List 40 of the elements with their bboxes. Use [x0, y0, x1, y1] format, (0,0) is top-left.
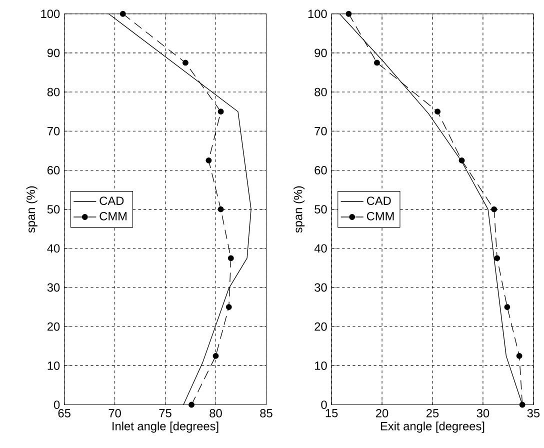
y-tick-label: 90 [314, 48, 327, 57]
y-tick-label: 60 [48, 166, 60, 174]
y-tick-label: 80 [314, 88, 327, 96]
legend-label: CAD [100, 196, 124, 205]
y-tick-label: 70 [48, 126, 60, 136]
y-axis-title: span (%) [294, 186, 305, 233]
y-tick-label: 100 [41, 9, 60, 18]
y-tick-label: 40 [47, 244, 60, 252]
x-tick-label: 65 [58, 408, 70, 418]
x-tick-label: 35 [527, 408, 540, 418]
y-tick-label: 50 [314, 204, 327, 214]
x-tick-label: 70 [108, 408, 121, 418]
y-tick-label: 60 [314, 166, 327, 174]
x-tick-label: 20 [376, 408, 388, 418]
x-tick-label: 15 [326, 408, 338, 418]
y-tick-label: 50 [47, 204, 60, 214]
x-axis-title: Inlet angle [degrees] [112, 421, 218, 433]
legend-label: CMM [366, 212, 394, 220]
y-tick-label: 30 [314, 283, 327, 292]
y-tick-label: 10 [48, 361, 60, 370]
y-tick-label: 0 [321, 400, 327, 409]
y-tick-label: 20 [48, 322, 60, 331]
y-tick-label: 40 [314, 244, 327, 252]
x-tick-label: 80 [210, 408, 222, 418]
y-tick-label: 100 [308, 9, 327, 18]
legend-label: CMM [100, 212, 127, 220]
x-tick-label: 85 [260, 408, 272, 418]
y-tick-label: 90 [47, 48, 60, 57]
x-tick-label: 30 [476, 408, 490, 418]
x-tick-label: 25 [426, 408, 439, 418]
y-tick-label: 30 [47, 283, 60, 292]
x-axis-title: Exit angle [degrees] [380, 421, 484, 433]
y-tick-label: 0 [54, 400, 60, 409]
y-tick-label: 20 [314, 322, 327, 331]
y-axis-title: span (%) [26, 186, 38, 233]
legend-label: CAD [366, 196, 391, 205]
y-tick-label: 70 [314, 126, 327, 136]
y-tick-label: 10 [315, 361, 327, 370]
y-tick-label: 80 [47, 88, 60, 96]
x-tick-label: 75 [159, 408, 172, 418]
